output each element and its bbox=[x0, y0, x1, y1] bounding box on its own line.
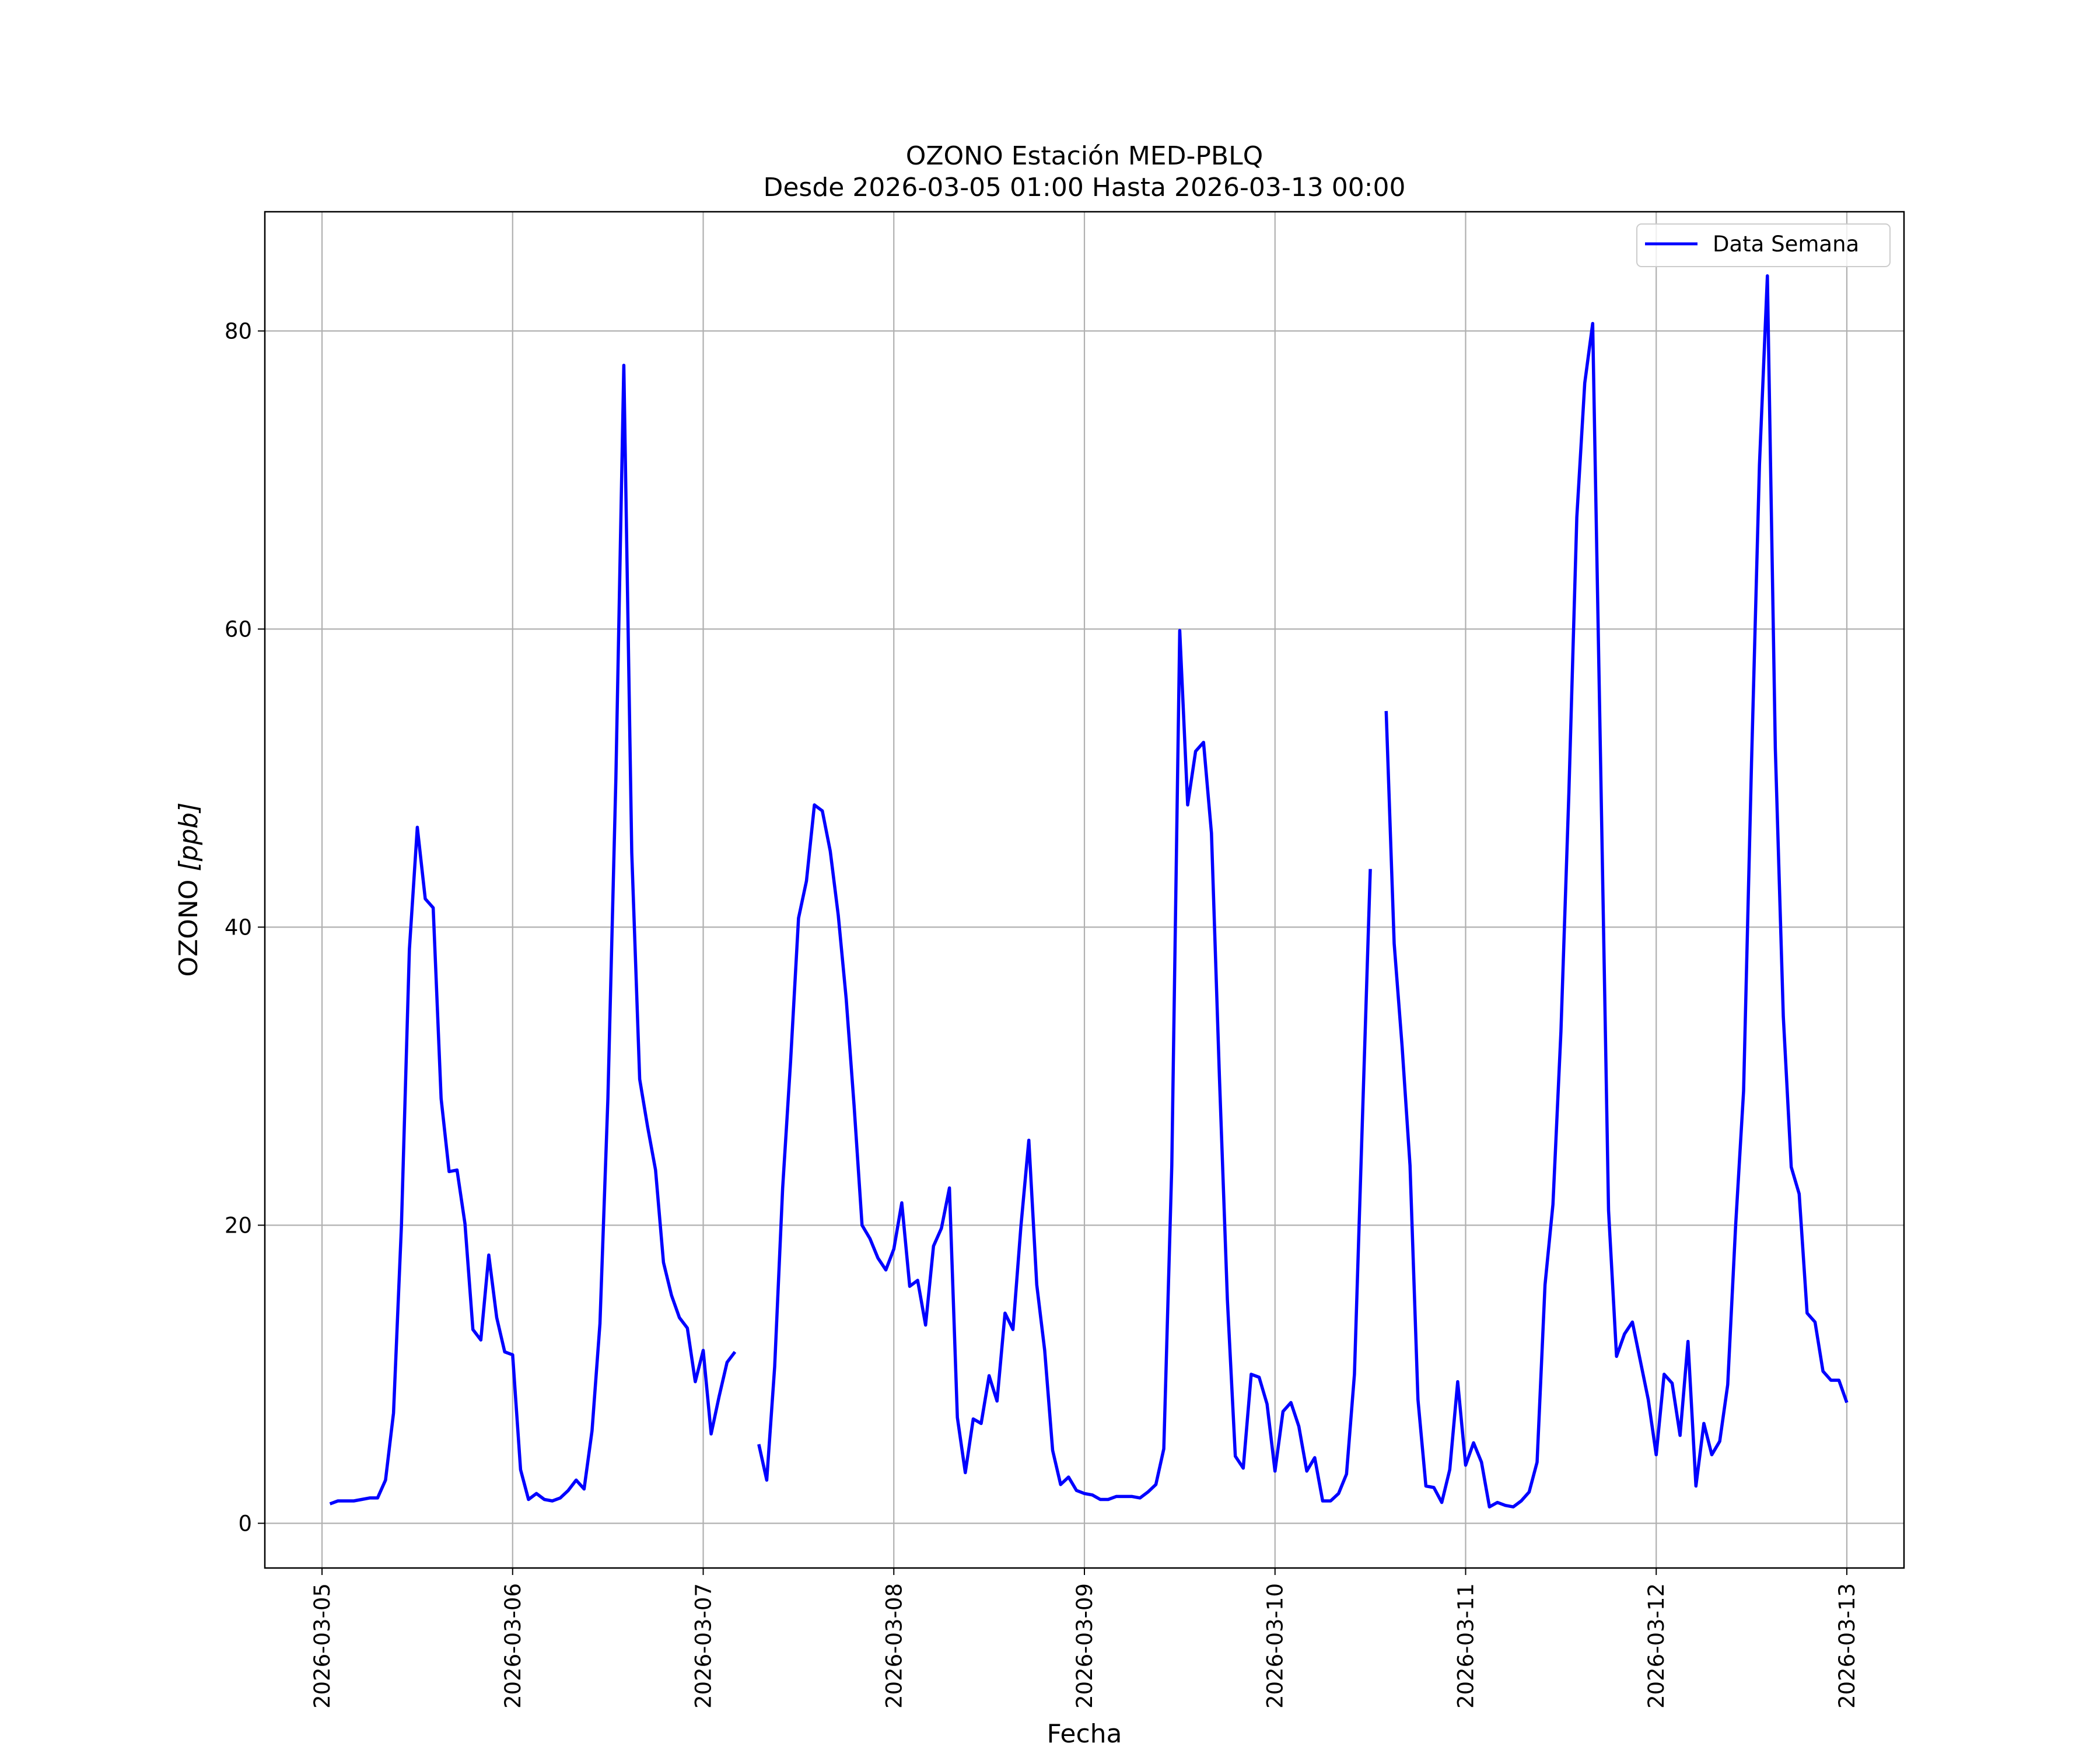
x-tick-label: 2026-03-06 bbox=[501, 1583, 526, 1709]
y-tick-label: 80 bbox=[225, 318, 252, 344]
legend-box bbox=[1636, 223, 1891, 267]
x-tick-label: 2026-03-11 bbox=[1453, 1583, 1478, 1709]
y-tick-label: 40 bbox=[225, 915, 252, 940]
x-tick-label: 2026-03-09 bbox=[1072, 1583, 1097, 1709]
y-tick-label: 20 bbox=[225, 1213, 252, 1238]
y-tick-label: 0 bbox=[238, 1511, 252, 1536]
y-tick-label: 60 bbox=[225, 617, 252, 642]
x-tick-label: 2026-03-07 bbox=[691, 1583, 716, 1709]
x-tick-label: 2026-03-05 bbox=[310, 1583, 335, 1709]
y-axis-label-unit: [ppb] bbox=[174, 802, 204, 871]
grid-lines bbox=[265, 212, 1904, 1568]
chart-title: OZONO Estación MED-PBLQ bbox=[906, 141, 1263, 171]
y-axis-label: OZONO [ppb] bbox=[174, 802, 204, 977]
x-tick-label: 2026-03-08 bbox=[881, 1583, 907, 1709]
x-tick-label: 2026-03-13 bbox=[1835, 1583, 1860, 1709]
y-axis-label-main: OZONO bbox=[174, 872, 204, 977]
legend-entry-data-semana: Data Semana bbox=[1713, 232, 1859, 257]
x-axis-label: Fecha bbox=[1046, 1719, 1122, 1749]
legend: Data Semana bbox=[1636, 223, 1891, 267]
series-line-data-semana bbox=[329, 274, 1849, 1508]
chart-subtitle: Desde 2026-03-05 01:00 Hasta 2026-03-13 … bbox=[763, 173, 1405, 202]
series-layer bbox=[329, 274, 1849, 1508]
x-tick-label: 2026-03-10 bbox=[1263, 1583, 1288, 1709]
axis-ticks: 2026-03-05 2026-03-06 2026-03-07 2026-03-08… bbox=[225, 318, 1860, 1709]
x-tick-label: 2026-03-12 bbox=[1644, 1583, 1669, 1709]
